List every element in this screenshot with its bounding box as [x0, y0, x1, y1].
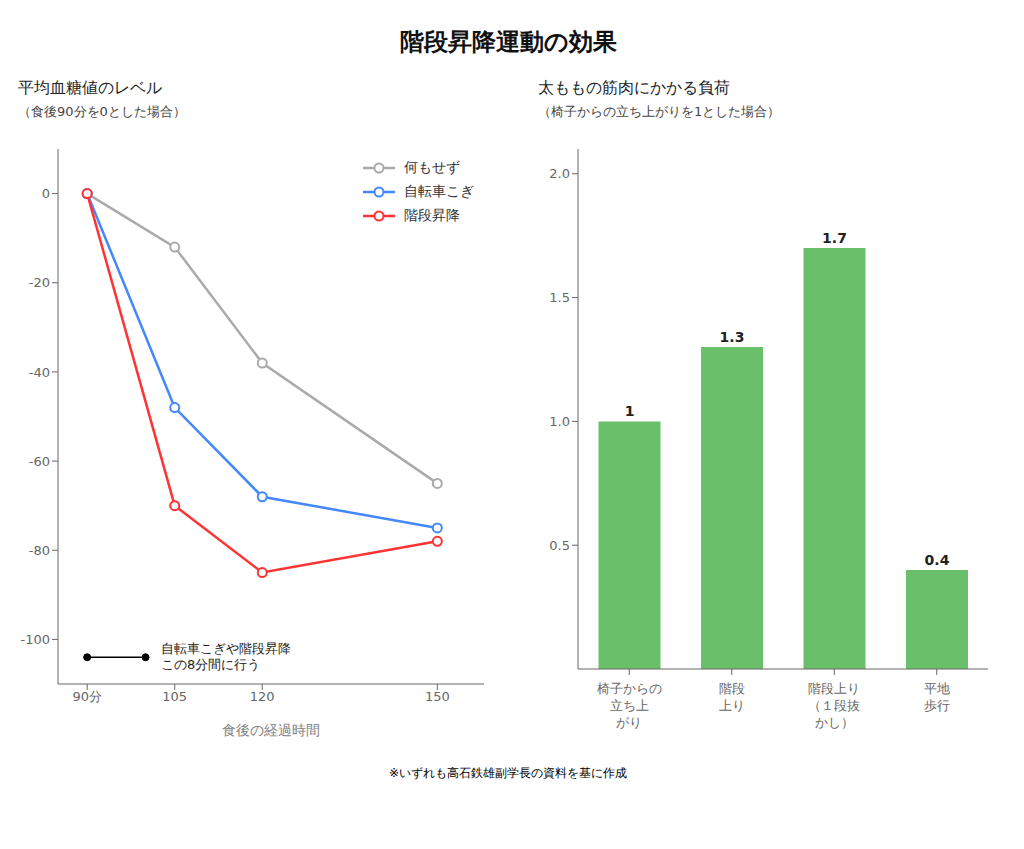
svg-text:-80: -80 [29, 543, 50, 558]
svg-text:階段上り: 階段上り [719, 681, 745, 713]
svg-text:椅子からの立ち上がり: 椅子からの立ち上がり [597, 681, 662, 730]
svg-text:階段上り（１段抜かし）: 階段上り（１段抜かし） [808, 681, 860, 730]
svg-text:-40: -40 [29, 365, 50, 380]
html-text:階段昇降運動の効果: 階段昇降運動の効果 [399, 28, 617, 56]
svg-text:-20: -20 [29, 275, 50, 290]
html-text:平均血糖値のレベル: 平均血糖値のレベル [18, 78, 162, 97]
svg-text:-100: -100 [20, 632, 50, 647]
svg-text:1: 1 [625, 403, 635, 419]
html-text:※いずれも高石鉄雄副学長の資料を基に作成: ※いずれも高石鉄雄副学長の資料を基に作成 [389, 766, 627, 780]
svg-text:1.3: 1.3 [720, 329, 745, 345]
svg-text:食後の経過時間: 食後の経過時間 [222, 722, 320, 738]
html-text:（食後90分を0とした場合）: （食後90分を0とした場合） [18, 104, 186, 119]
html-text:階段昇降: 階段昇降 [404, 207, 460, 223]
svg-text:2.0: 2.0 [549, 166, 570, 181]
svg-text:0.4: 0.4 [925, 552, 950, 568]
svg-text:120: 120 [250, 689, 275, 704]
html-text:自転車こぎ: 自転車こぎ [404, 183, 474, 199]
svg-text:-60: -60 [29, 454, 50, 469]
svg-text:自転車こぎや階段昇降この8分間に行う: 自転車こぎや階段昇降この8分間に行う [161, 641, 291, 672]
svg-text:150: 150 [425, 689, 450, 704]
svg-text:平地歩行: 平地歩行 [924, 681, 950, 713]
html-text:（椅子からの立ち上がりを1とした場合）: （椅子からの立ち上がりを1とした場合） [538, 104, 781, 119]
svg-text:105: 105 [162, 689, 187, 704]
svg-text:90分: 90分 [72, 689, 102, 704]
svg-text:1.0: 1.0 [549, 414, 570, 429]
svg-text:1.5: 1.5 [549, 290, 570, 305]
html-text:太ももの筋肉にかかる負荷: 太ももの筋肉にかかる負荷 [538, 78, 730, 97]
svg-text:0.5: 0.5 [549, 538, 570, 553]
svg-text:1.7: 1.7 [822, 230, 847, 246]
svg-text:0: 0 [42, 186, 50, 201]
html-text:何もせず: 何もせず [404, 159, 460, 175]
